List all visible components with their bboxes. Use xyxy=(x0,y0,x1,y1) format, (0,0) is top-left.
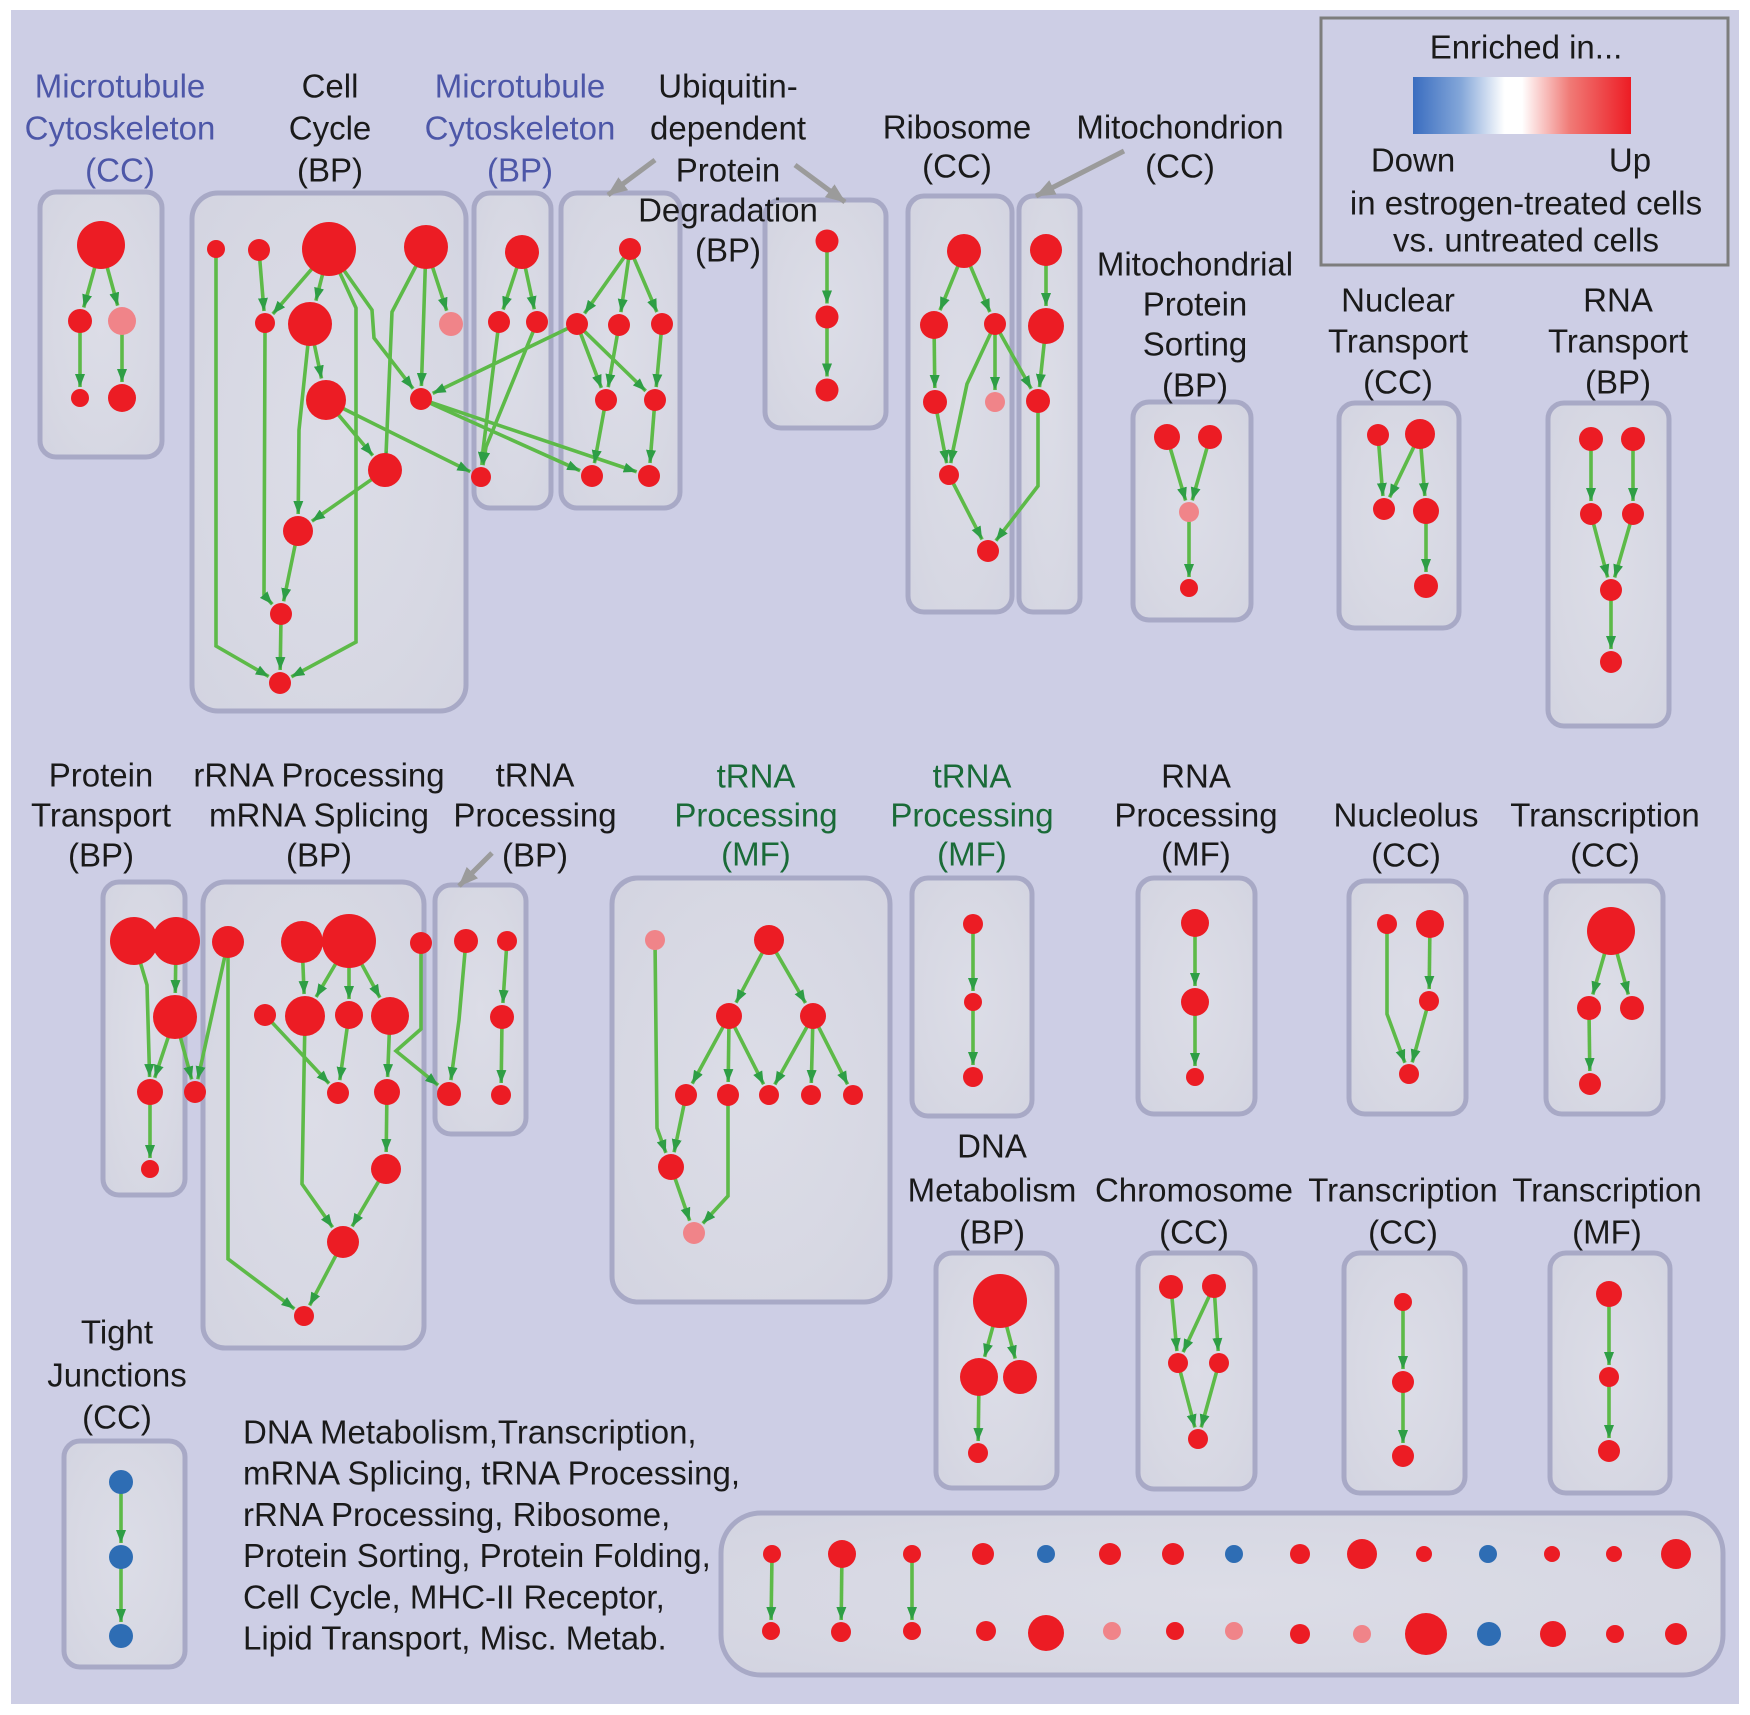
svg-text:Cell Cycle, MHC-II Receptor,: Cell Cycle, MHC-II Receptor, xyxy=(243,1578,665,1615)
svg-text:(BP): (BP) xyxy=(68,837,134,874)
svg-text:Transcription: Transcription xyxy=(1308,1172,1498,1209)
svg-text:Protein: Protein xyxy=(676,152,781,189)
svg-text:Metabolism: Metabolism xyxy=(908,1172,1077,1209)
svg-text:(MF): (MF) xyxy=(937,836,1007,873)
svg-text:DNA Metabolism,Transcription,: DNA Metabolism,Transcription, xyxy=(243,1414,697,1451)
svg-text:Junctions: Junctions xyxy=(47,1357,186,1394)
svg-text:tRNA: tRNA xyxy=(933,758,1012,795)
svg-text:RNA: RNA xyxy=(1161,758,1231,795)
svg-text:Mitochondrion: Mitochondrion xyxy=(1076,109,1283,146)
svg-text:Transcription: Transcription xyxy=(1510,797,1700,834)
svg-text:(CC): (CC) xyxy=(1371,837,1441,874)
svg-text:Lipid Transport, Misc. Metab.: Lipid Transport, Misc. Metab. xyxy=(243,1620,667,1657)
svg-text:Cell: Cell xyxy=(302,68,359,105)
svg-text:RNA: RNA xyxy=(1583,282,1653,319)
svg-text:Transport: Transport xyxy=(1328,323,1468,360)
svg-text:Transport: Transport xyxy=(1548,323,1688,360)
svg-text:Enriched in...: Enriched in... xyxy=(1430,29,1623,66)
svg-text:Processing: Processing xyxy=(674,797,837,834)
svg-text:Transport: Transport xyxy=(31,797,171,834)
svg-text:dependent: dependent xyxy=(650,110,806,147)
svg-text:(CC): (CC) xyxy=(1363,364,1433,401)
svg-text:Sorting: Sorting xyxy=(1143,326,1248,363)
svg-text:tRNA: tRNA xyxy=(717,758,796,795)
svg-text:Protein: Protein xyxy=(1143,286,1248,323)
svg-text:(BP): (BP) xyxy=(1162,367,1228,404)
svg-text:Ribosome: Ribosome xyxy=(883,109,1032,146)
svg-text:Up: Up xyxy=(1609,142,1651,179)
svg-text:(CC): (CC) xyxy=(1570,837,1640,874)
svg-text:Degradation: Degradation xyxy=(638,192,818,229)
svg-text:tRNA: tRNA xyxy=(496,757,575,794)
svg-text:vs. untreated cells: vs. untreated cells xyxy=(1393,222,1659,259)
svg-text:Ubiquitin-: Ubiquitin- xyxy=(658,68,797,105)
svg-text:(CC): (CC) xyxy=(1145,148,1215,185)
svg-text:Microtubule: Microtubule xyxy=(35,68,206,105)
svg-text:(CC): (CC) xyxy=(85,152,155,189)
svg-text:(CC): (CC) xyxy=(1368,1214,1438,1251)
svg-text:(BP): (BP) xyxy=(959,1214,1025,1251)
svg-text:(BP): (BP) xyxy=(487,152,553,189)
svg-text:(BP): (BP) xyxy=(286,837,352,874)
svg-text:(BP): (BP) xyxy=(297,152,363,189)
svg-text:Protein: Protein xyxy=(49,757,154,794)
svg-text:Mitochondrial: Mitochondrial xyxy=(1097,246,1293,283)
svg-text:rRNA Processing: rRNA Processing xyxy=(193,757,444,794)
svg-text:(MF): (MF) xyxy=(1572,1214,1642,1251)
svg-text:Processing: Processing xyxy=(1114,797,1277,834)
svg-text:mRNA Splicing: mRNA Splicing xyxy=(209,797,429,834)
svg-text:Cytoskeleton: Cytoskeleton xyxy=(425,110,616,147)
svg-text:(CC): (CC) xyxy=(82,1399,152,1436)
svg-text:(MF): (MF) xyxy=(721,836,791,873)
svg-text:Protein Sorting, Protein Foldi: Protein Sorting, Protein Folding, xyxy=(243,1537,711,1574)
svg-text:in estrogen-treated cells: in estrogen-treated cells xyxy=(1350,185,1702,222)
svg-text:(CC): (CC) xyxy=(1159,1214,1229,1251)
svg-text:Nuclear: Nuclear xyxy=(1341,282,1455,319)
svg-text:Down: Down xyxy=(1371,142,1455,179)
svg-text:rRNA Processing, Ribosome,: rRNA Processing, Ribosome, xyxy=(243,1496,670,1533)
svg-text:(BP): (BP) xyxy=(1585,364,1651,401)
svg-text:(BP): (BP) xyxy=(695,232,761,269)
svg-text:(MF): (MF) xyxy=(1161,836,1231,873)
svg-text:Cycle: Cycle xyxy=(289,110,372,147)
svg-text:Microtubule: Microtubule xyxy=(435,68,606,105)
svg-text:Nucleolus: Nucleolus xyxy=(1334,797,1479,834)
svg-text:Tight: Tight xyxy=(81,1314,153,1351)
svg-text:(BP): (BP) xyxy=(502,837,568,874)
svg-text:Transcription: Transcription xyxy=(1512,1172,1702,1209)
svg-text:Chromosome: Chromosome xyxy=(1095,1172,1293,1209)
svg-text:Processing: Processing xyxy=(890,797,1053,834)
svg-text:mRNA Splicing, tRNA Processing: mRNA Splicing, tRNA Processing, xyxy=(243,1455,740,1492)
svg-text:Processing: Processing xyxy=(453,797,616,834)
svg-text:Cytoskeleton: Cytoskeleton xyxy=(25,110,216,147)
svg-text:(CC): (CC) xyxy=(922,148,992,185)
svg-text:DNA: DNA xyxy=(957,1128,1027,1165)
